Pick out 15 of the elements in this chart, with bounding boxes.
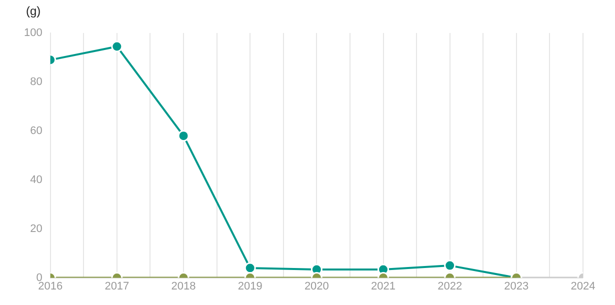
x-tick-label: 2021 (371, 280, 396, 292)
x-tick-label: 2022 (438, 280, 462, 292)
x-tick-label: 2024 (570, 280, 596, 292)
y-tick-label: 100 (24, 27, 42, 40)
y-tick-label: 80 (30, 76, 42, 88)
x-tick-label: 2018 (171, 280, 196, 292)
x-tick-label: 2023 (504, 280, 529, 292)
y-tick-label: 40 (30, 174, 42, 186)
x-tick-label: 2019 (238, 280, 262, 292)
x-tick-label: 2017 (104, 280, 130, 292)
y-tick-label: 20 (30, 222, 42, 235)
y-tick-label: 60 (30, 124, 42, 137)
x-tick-label: 2016 (38, 280, 63, 292)
y-axis-title: (g) (26, 4, 41, 18)
x-tick-label: 2020 (304, 280, 329, 292)
